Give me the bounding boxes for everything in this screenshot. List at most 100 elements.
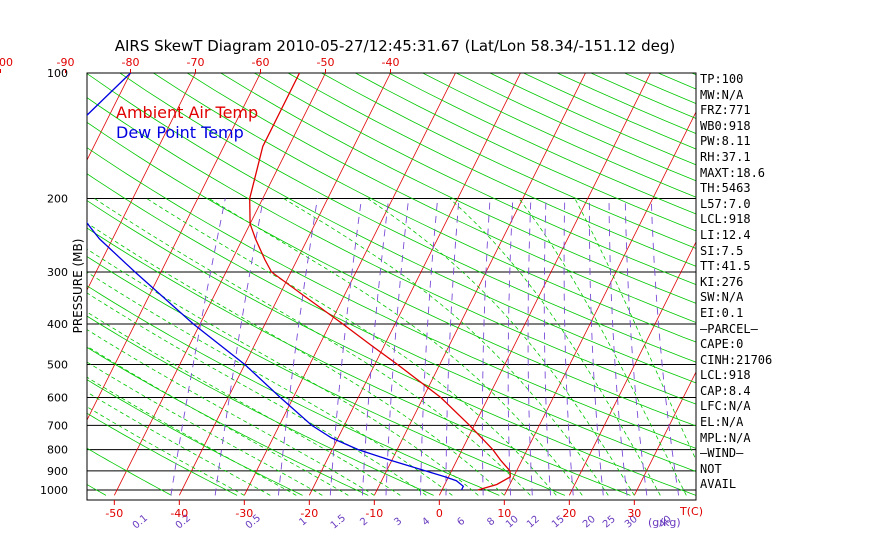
stats-panel: TP:100 MW:N/A FRZ:771 WB0:918 PW:8.11 RH… (700, 72, 772, 493)
stat-line: —PARCEL— (700, 321, 758, 336)
dry-adiabat-line (87, 173, 696, 472)
pressure-tick-label: 1000 (40, 484, 68, 497)
temp-tick-label: -20 (300, 507, 318, 520)
top-temp-tick-label: -70 (187, 56, 205, 69)
top-temp-tick-label: -60 (252, 56, 270, 69)
stat-line: AVAIL (700, 477, 737, 492)
mixing-ratio-label: 20 (581, 514, 598, 531)
temp-tick-label: 10 (497, 507, 511, 520)
mixing-ratio-line (563, 198, 574, 496)
mixing-ratio-line (214, 198, 264, 496)
pressure-tick-label: 500 (47, 358, 68, 371)
mixing-ratio-label: 6 (455, 516, 467, 529)
stat-line: TH:5463 (700, 181, 751, 196)
mixing-ratio-label: 12 (525, 514, 542, 531)
dry-adiabat-line (87, 346, 369, 496)
dry-adiabat-line (87, 97, 696, 405)
isotherm-line (87, 73, 196, 291)
mixing-ratio-line (481, 198, 491, 496)
dry-adiabat-line (355, 73, 696, 232)
dry-adiabat-line (87, 147, 696, 449)
mixing-ratio-line (608, 198, 628, 496)
mixing-ratio-line (445, 198, 460, 496)
stat-line: PW:8.11 (700, 134, 751, 149)
dry-adiabat-line (87, 379, 303, 496)
top-temp-tick-label: -80 (122, 56, 140, 69)
stat-line: SI:7.5 (700, 243, 744, 258)
stat-line: SW:N/A (700, 290, 744, 305)
isotherm-line (113, 73, 326, 496)
stat-line: CAP:8.4 (700, 383, 751, 398)
dry-adiabat-line (153, 73, 696, 343)
chart-title: AIRS SkewT Diagram 2010-05-27/12:45:31.6… (115, 37, 676, 55)
stat-line: LCL:918 (700, 212, 751, 227)
dew-point-temp-line (87, 73, 465, 491)
isotherm-line (503, 111, 696, 496)
y-axis-label: PRESSURE (MB) (71, 239, 85, 334)
moist-adiabat-line (283, 198, 609, 496)
moist-adiabat-line (367, 198, 635, 496)
mixing-ratio-line (329, 198, 362, 496)
mixing-ratio-label: 8 (485, 516, 497, 529)
stat-line: LCL:918 (700, 368, 751, 383)
isotherm-line (633, 371, 696, 496)
temp-tick-label: 0 (436, 507, 443, 520)
temp-tick-label: -40 (170, 507, 188, 520)
dry-adiabat-line (87, 73, 696, 384)
moist-adiabat-line (87, 222, 505, 496)
dry-adiabat-line (287, 73, 696, 267)
legend: Ambient Air Temp Dew Point Temp (116, 103, 258, 142)
moist-adiabat-line (87, 329, 375, 496)
dry-adiabat-line (321, 73, 696, 249)
dry-adiabat-line (87, 121, 696, 427)
dry-adiabat-line (0, 73, 40, 495)
moist-adiabat-line (518, 198, 687, 496)
temp-tick-label: 20 (562, 507, 576, 520)
stat-line: FRZ:771 (700, 103, 751, 118)
moist-adiabat-line (87, 376, 297, 496)
stat-line: —WIND— (700, 446, 744, 461)
plot-frame (86, 72, 697, 501)
temp-tick-label: -10 (365, 507, 383, 520)
pressure-tick-label: 400 (47, 318, 68, 331)
mixing-ratio-line (543, 198, 551, 496)
moist-adiabat-line (87, 271, 453, 496)
isotherm-line (87, 73, 131, 161)
temp-tick-label: 30 (627, 507, 641, 520)
moist-adiabat-line (87, 361, 323, 496)
stat-line: EI:0.1 (700, 305, 744, 320)
isotherm-line (0, 73, 1, 495)
pressure-tick-label: 700 (47, 419, 68, 432)
isotherm-line (178, 73, 391, 496)
moist-adiabat-line (208, 198, 583, 496)
isotherm-line (764, 73, 870, 495)
moist-adiabat-line (146, 198, 557, 496)
dry-adiabat-line (87, 412, 238, 496)
mixing-ratio-line (361, 198, 390, 496)
mixing-ratio-line (624, 198, 648, 496)
legend-temp: Ambient Air Temp (116, 103, 258, 122)
pressure-tick-label: 200 (47, 193, 68, 206)
stat-line: TT:41.5 (700, 259, 751, 274)
stat-line: MW:N/A (700, 87, 744, 102)
isotherm-line (568, 241, 696, 496)
dry-adiabat-line (87, 315, 434, 496)
mixing-ratio-label: 1 (297, 516, 309, 529)
dry-adiabat-line (119, 73, 696, 363)
dry-adiabat-line (87, 200, 696, 496)
moist-adiabat-line (87, 292, 427, 496)
x-axis-unit-label: T(C) (679, 505, 703, 518)
isotherm-line (829, 73, 870, 495)
mixing-ratio-label: 0.1 (131, 513, 150, 532)
dry-adiabat-line (186, 73, 696, 323)
top-temp-tick-label: -50 (317, 56, 335, 69)
temp-tick-label: -30 (235, 507, 253, 520)
mixing-ratio-line (507, 198, 514, 496)
moist-adiabat-line (87, 311, 401, 496)
mixing-ratio-label: 25 (601, 514, 618, 531)
mixing-ratio-label: 1.5 (329, 513, 348, 532)
mixing-ratio-label: 4 (420, 516, 432, 529)
isotherm-line (373, 73, 586, 496)
dry-adiabat-line (87, 227, 631, 496)
